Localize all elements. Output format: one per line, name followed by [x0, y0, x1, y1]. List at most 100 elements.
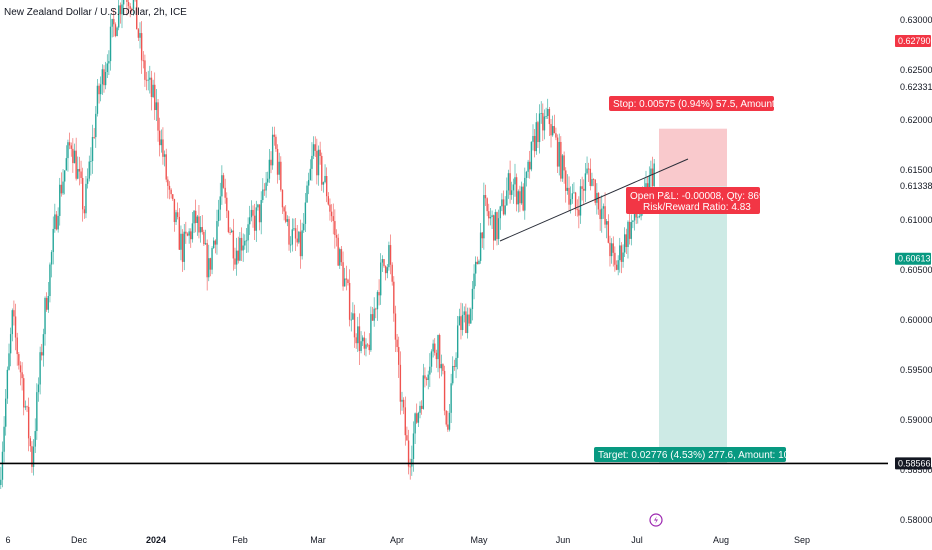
candle-body: [452, 365, 454, 384]
candle-body: [39, 352, 41, 385]
candle-body: [630, 221, 632, 239]
candle-body: [62, 181, 64, 194]
candle-body: [566, 187, 569, 191]
candle-body: [14, 316, 17, 338]
price-axis[interactable]: 0.63000 0.62500 0.62331 0.62000 0.61500 0.613…: [900, 15, 932, 525]
candle-body: [529, 161, 531, 170]
stop-zone[interactable]: [659, 128, 727, 187]
candle-body: [122, 0, 125, 5]
candle-body: [239, 237, 241, 261]
candle-body: [594, 179, 596, 203]
candle-body: [373, 308, 375, 321]
candle-body: [137, 29, 140, 38]
candle-body: [483, 195, 485, 239]
candle-body: [417, 412, 420, 423]
candle-body: [538, 113, 541, 143]
candle-body: [447, 424, 449, 430]
candle-body: [36, 392, 38, 432]
candle-body: [88, 161, 90, 179]
candle-body: [270, 159, 272, 166]
candle-body: [461, 314, 464, 331]
candle-body: [258, 204, 261, 223]
candle-body: [283, 207, 285, 212]
candle-body: [332, 216, 334, 222]
event-icon[interactable]: [649, 513, 663, 527]
candle-body: [605, 221, 608, 225]
stop-label: Stop: 0.00575 (0.94%) 57.5, Amount: 990: [609, 96, 797, 111]
candle-body: [86, 178, 89, 184]
candle-body: [106, 63, 108, 73]
candle-body: [624, 234, 626, 253]
candle-body: [509, 173, 511, 195]
candle-body: [80, 171, 82, 178]
candle-body: [455, 357, 457, 367]
candle-body: [576, 209, 578, 211]
candle-body: [321, 155, 323, 185]
candle-body: [640, 212, 642, 217]
candle-body: [26, 406, 28, 408]
candle-body: [352, 313, 354, 320]
price-tick-label: 0.60500: [900, 265, 932, 275]
candle-body: [235, 250, 238, 265]
candle-body: [533, 135, 536, 152]
candle-body: [388, 245, 390, 268]
candle-body: [168, 185, 171, 190]
candle-body: [176, 212, 179, 217]
candle-body: [303, 223, 305, 231]
candle-body: [216, 221, 218, 245]
candle-body: [563, 155, 565, 171]
candle-body: [632, 220, 634, 222]
candle-body: [456, 325, 459, 358]
candle-body: [458, 316, 461, 326]
candle-body: [13, 310, 15, 317]
trend-line[interactable]: [499, 158, 689, 242]
candle-body: [602, 206, 605, 209]
candle-body: [3, 426, 5, 452]
candle-body: [484, 195, 487, 199]
candle-body: [118, 5, 120, 28]
candle-body: [155, 102, 158, 111]
candle-body: [412, 433, 415, 459]
candle-body: [93, 137, 95, 138]
candle-body: [78, 168, 81, 172]
candle-body: [432, 343, 434, 352]
candle-body: [96, 85, 99, 114]
price-tick-label: 0.62331: [900, 82, 932, 92]
candle-body: [45, 297, 48, 310]
candle-body: [358, 326, 361, 351]
candle-body: [463, 311, 465, 315]
candle-body: [293, 228, 295, 230]
candle-body: [101, 69, 104, 85]
time-tick-label: 2024: [146, 535, 166, 545]
candle-body: [448, 412, 451, 430]
candle-body: [504, 205, 506, 215]
time-tick-label: Jul: [631, 535, 643, 545]
candle-body: [607, 221, 610, 243]
candle-body: [301, 230, 303, 257]
candle-body: [18, 354, 20, 366]
candle-body: [547, 109, 549, 117]
stop-label-text: Stop: 0.00575 (0.94%) 57.5, Amount: 990: [613, 99, 797, 110]
candle-body: [47, 296, 50, 310]
candle-body: [165, 154, 167, 180]
candle-body: [186, 233, 189, 236]
candle-body: [147, 79, 149, 81]
candle-body: [406, 435, 408, 441]
candle-body: [434, 343, 436, 353]
candle-body: [276, 148, 279, 175]
candle-body: [614, 252, 616, 265]
candle-body: [59, 184, 61, 216]
candle-body: [416, 413, 418, 423]
candle-body: [253, 215, 256, 231]
candle-body: [203, 231, 205, 245]
candle-body: [565, 170, 567, 191]
target-zone[interactable]: [659, 186, 727, 464]
candle-body: [32, 446, 35, 467]
candle-body: [180, 233, 182, 250]
candle-body: [316, 150, 318, 176]
candle-body: [219, 196, 221, 210]
time-axis[interactable]: 6 Dec 2024 Feb Mar Apr May Jun Jul Aug Sep: [5, 535, 810, 545]
candle-body: [370, 314, 372, 351]
